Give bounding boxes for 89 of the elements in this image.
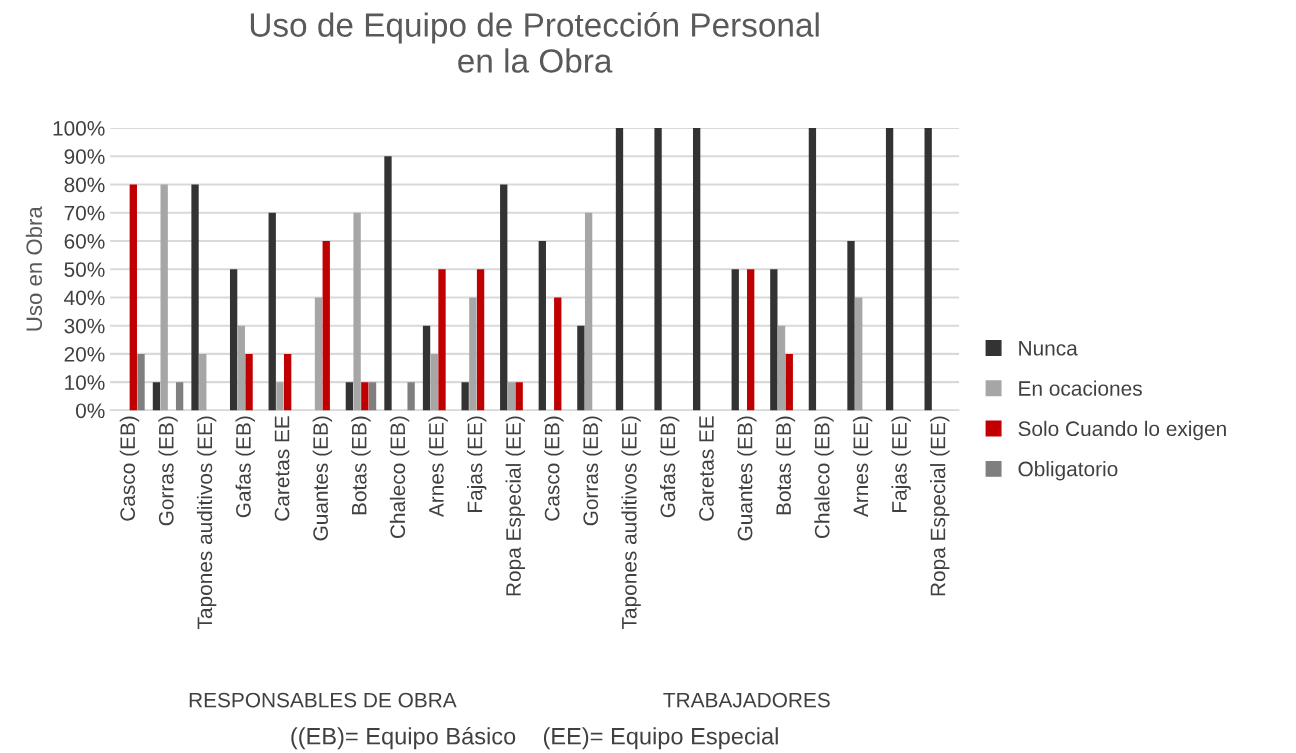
bar (855, 297, 863, 411)
bar (808, 128, 817, 411)
bar (422, 325, 431, 411)
y-tick-label: 0% (76, 403, 105, 419)
x-tick-label: Gorras (EB) (582, 416, 603, 526)
bar (538, 240, 546, 411)
bar (476, 269, 485, 411)
bar (461, 382, 469, 411)
legend-label: Obligatorio (1018, 461, 1118, 481)
bar (361, 382, 369, 411)
x-tick-label: Botas (EB) (351, 416, 371, 515)
x-tick-label: Ropa Especial (EE) (505, 416, 526, 596)
bar (191, 184, 199, 411)
x-tick-label: Gafas (EB) (659, 416, 680, 518)
y-tick-label: 70% (64, 205, 105, 221)
bar (276, 382, 284, 411)
x-tick-label: Botas (EB) (775, 416, 796, 515)
bar (175, 382, 184, 411)
bar (747, 269, 755, 411)
bar (353, 212, 361, 411)
bar (245, 353, 253, 411)
bar (731, 269, 739, 411)
x-tick-label: Gafas (EB) (235, 416, 255, 518)
x-tick-label: Ropa Especial (EE) (930, 416, 950, 596)
y-tick-label: 50% (64, 262, 105, 277)
text: ((EB)= Equipo Básico (EE)= Equipo Especial (291, 726, 778, 750)
legend-label: Nunca (1019, 341, 1078, 356)
bar (438, 269, 446, 411)
x-tick-label: Arnes (EE) (428, 416, 448, 518)
x-tick-label: Fajas (EE) (891, 416, 911, 512)
y-tick-label: 90% (64, 149, 105, 164)
x-tick-label: Caretas EE (274, 416, 290, 521)
bar (129, 184, 137, 411)
bar (554, 297, 562, 411)
legend-label: En ocaciones (1019, 380, 1142, 396)
bar (777, 325, 786, 411)
bar (160, 184, 168, 411)
bar (407, 382, 415, 411)
bar (430, 353, 438, 411)
bar (692, 128, 701, 411)
x-tick-label: Fajas (EE) (467, 416, 487, 512)
x-tick-label: Gorras (EB) (158, 416, 178, 526)
text: TRABAJADORES (663, 692, 830, 708)
x-tick-label: Chaleco (EB) (814, 416, 834, 539)
bar (237, 325, 246, 411)
text: RESPONSABLES DE OBRA (189, 692, 457, 708)
x-tick-label: Caretas EE (699, 416, 714, 521)
y-tick-label: 20% (64, 346, 105, 362)
bar (885, 128, 894, 411)
y-tick-label: 60% (64, 233, 105, 249)
bar (384, 156, 392, 411)
bar (785, 353, 793, 411)
x-tick-label: Casco (EB) (544, 416, 564, 521)
bar (507, 382, 516, 411)
bar (515, 382, 523, 411)
y-tick-label: 30% (64, 318, 105, 334)
bar (199, 353, 207, 411)
x-tick-label: Tapones auditivos (EE) (621, 416, 641, 629)
bar (314, 297, 323, 411)
bar (137, 353, 145, 411)
bar (577, 325, 585, 411)
y-axis-title: Uso en Obra (25, 206, 43, 331)
bar (368, 382, 377, 411)
bar (152, 382, 161, 411)
bar (770, 269, 778, 411)
bar (924, 128, 932, 411)
x-tick-label: Guantes (EB) (737, 416, 757, 541)
bar (654, 128, 662, 411)
y-tick-label: 40% (64, 290, 105, 306)
x-tick-label: Arnes (EE) (852, 416, 873, 518)
bar (322, 240, 330, 411)
x-tick-label: Casco (EB) (119, 416, 140, 521)
chart-title: Uso de Equipo de Protección Personal en la Obra (250, 12, 819, 73)
bar (283, 353, 292, 411)
bar (847, 240, 855, 411)
x-tick-label: Chaleco (EB) (389, 416, 410, 539)
y-tick-label: 80% (64, 177, 105, 193)
bar (500, 184, 508, 411)
bar (615, 128, 624, 411)
bar (469, 297, 477, 411)
x-tick-label: Tapones auditivos (EE) (196, 416, 217, 629)
bar (229, 269, 238, 411)
bar (345, 382, 354, 411)
x-tick-label: Guantes (EB) (312, 416, 333, 541)
legend-label: Solo Cuando lo exigen (1018, 420, 1226, 441)
y-tick-label: 100% (53, 121, 105, 136)
bar (584, 212, 593, 411)
y-tick-label: 10% (65, 375, 105, 390)
bar (268, 212, 276, 411)
